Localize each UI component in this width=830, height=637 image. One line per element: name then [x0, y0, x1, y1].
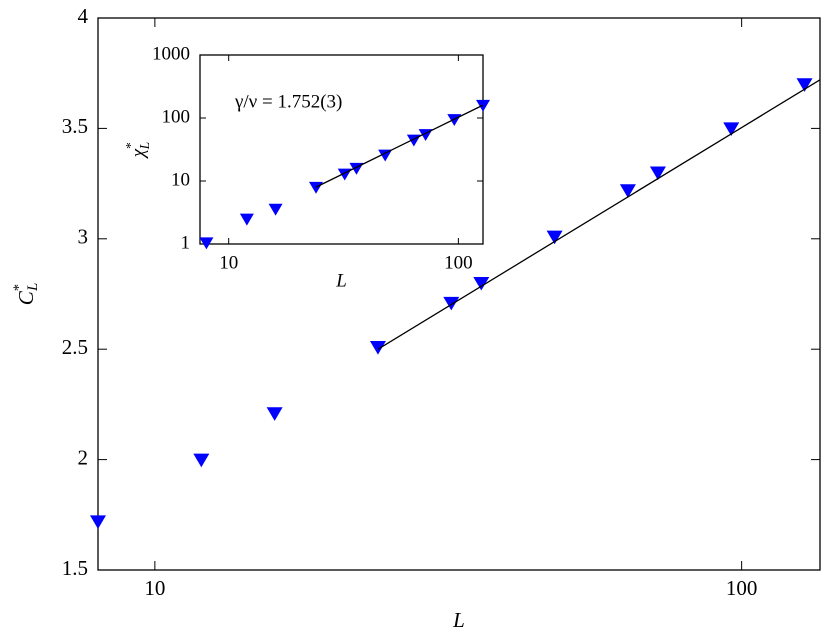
y-tick-label: 1000	[152, 43, 190, 64]
y-tick-label: 4	[78, 4, 89, 28]
y-tick-label: 2.5	[62, 335, 88, 359]
y-label-sub: L	[25, 283, 41, 292]
x-tick-label: 10	[219, 252, 238, 273]
y-axis-label: C*L	[11, 283, 41, 306]
x-axis-label: L	[452, 608, 465, 632]
y-tick-label: 3	[78, 225, 89, 249]
data-point	[266, 407, 283, 421]
y-label-base: C	[14, 290, 38, 305]
y-tick-label: 2	[78, 445, 89, 469]
data-point	[90, 515, 106, 530]
y-tick-label: 10	[171, 169, 190, 190]
x-axis-label: L	[335, 270, 347, 291]
data-point	[649, 166, 666, 181]
x-tick-label: 10	[144, 576, 165, 600]
data-point	[239, 213, 254, 226]
data-point	[378, 149, 393, 162]
data-point	[473, 276, 490, 291]
data-point	[723, 122, 740, 136]
y-label-sub: L	[137, 142, 152, 150]
x-tick-label: 100	[444, 252, 473, 273]
y-axis-label: χ*L	[123, 142, 152, 159]
x-tick-label: 100	[726, 576, 758, 600]
y-tick-label: 3.5	[62, 114, 88, 138]
plot-area	[199, 54, 484, 245]
y-label-base: χ	[128, 148, 149, 159]
data-point	[546, 230, 563, 245]
fit-line	[315, 104, 484, 188]
y-label-sup: *	[11, 284, 27, 291]
fit-line	[377, 79, 821, 350]
data-point	[193, 453, 210, 468]
data-point	[199, 237, 214, 250]
data-point	[619, 184, 636, 198]
y-tick-label: 1	[181, 232, 191, 253]
y-label-sup: *	[123, 142, 138, 149]
annotation: γ/ν = 1.752(3)	[234, 91, 342, 112]
data-point	[369, 340, 386, 355]
data-point	[443, 296, 460, 311]
y-tick-label: 1.5	[62, 556, 88, 580]
data-point	[268, 203, 283, 216]
data-point	[796, 78, 813, 92]
y-tick-label: 100	[162, 106, 191, 127]
